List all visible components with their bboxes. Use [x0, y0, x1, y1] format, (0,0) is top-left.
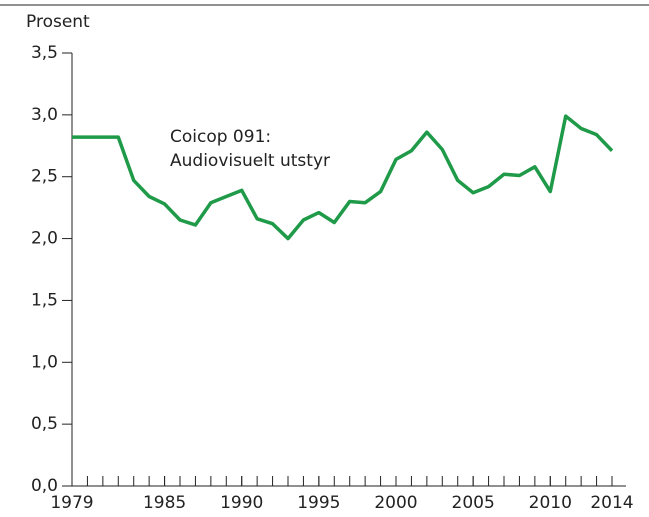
x-tick-label: 1995 [297, 493, 340, 513]
x-tick-label: 2005 [452, 493, 495, 513]
y-tick-label: 0,0 [31, 476, 58, 496]
y-tick-label: 3,0 [31, 105, 58, 125]
y-tick-label: 2,5 [31, 167, 58, 187]
x-tick-label: 2010 [529, 493, 572, 513]
y-tick-label: 3,5 [31, 43, 58, 63]
y-axis-label: Prosent [26, 12, 90, 32]
annotation: Audiovisuelt utstyr [170, 151, 330, 171]
line [72, 114, 614, 241]
y-tick-label: 0,5 [31, 414, 58, 434]
x-tick-label: 1985 [143, 493, 186, 513]
y-tick-label: 1,0 [31, 352, 58, 372]
annotation: Coicop 091: [170, 127, 271, 147]
x-tick-label: 1990 [220, 493, 263, 513]
x-tick-label: 2014 [590, 493, 633, 513]
x-tick-label: 1979 [50, 493, 93, 513]
y-tick-label: 2,0 [31, 229, 58, 249]
x-tick-label: 2000 [374, 493, 417, 513]
y-tick-label: 1,5 [31, 290, 58, 310]
